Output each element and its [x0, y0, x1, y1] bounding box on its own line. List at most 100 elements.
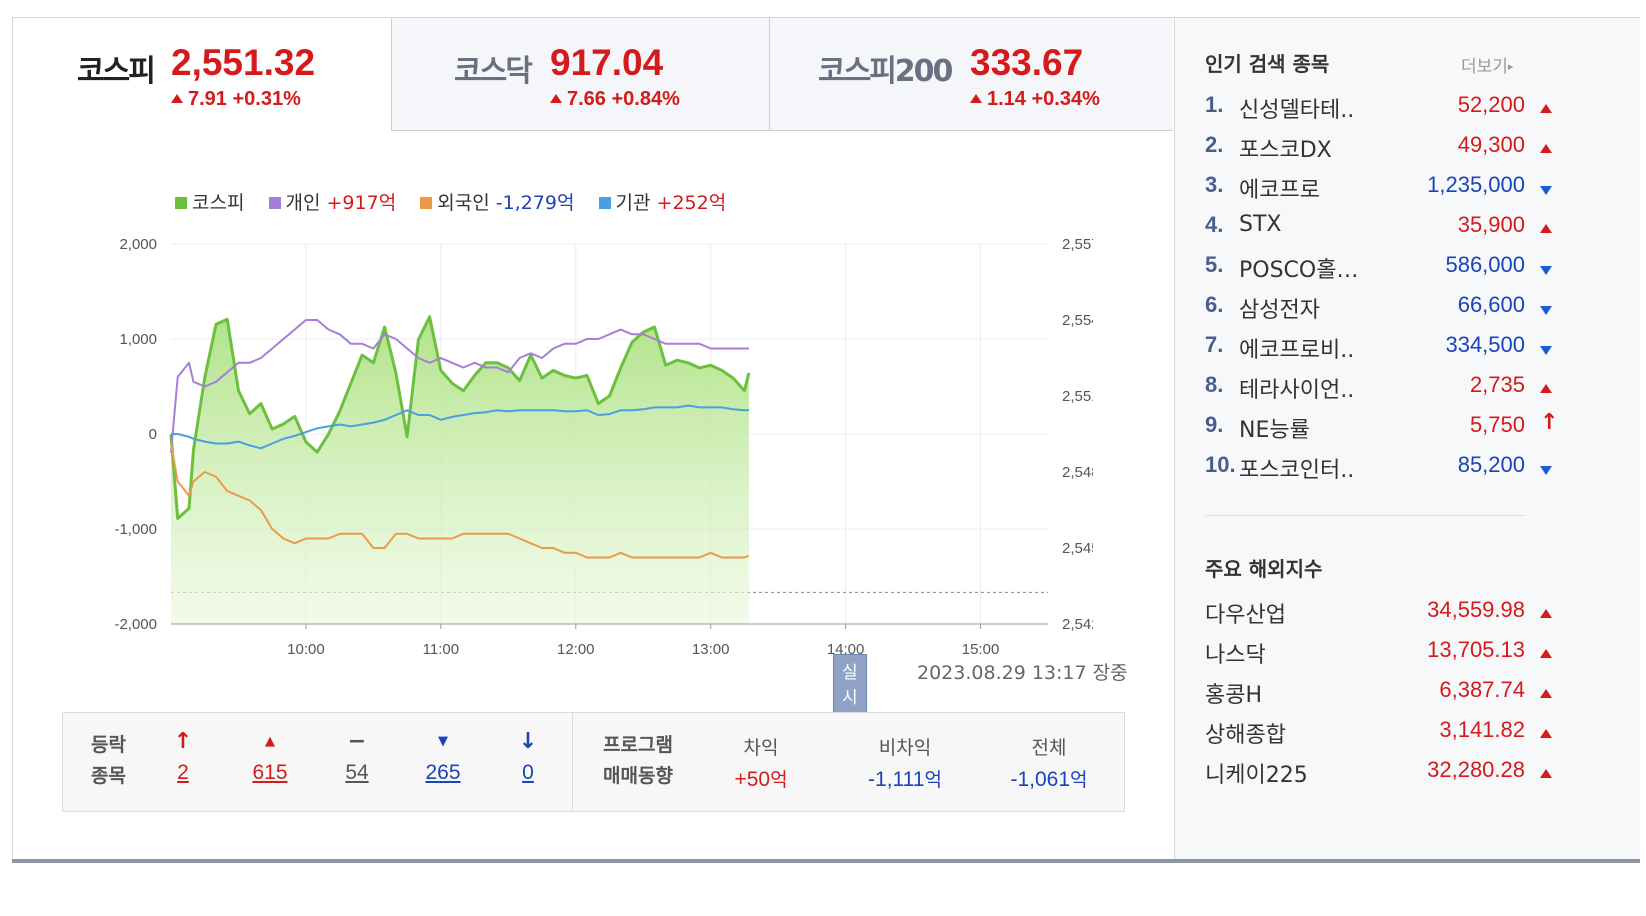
breadth-count[interactable]: 54 [345, 761, 369, 784]
legend-kospi[interactable]: 코스피 [175, 188, 244, 215]
bottom-bar [12, 859, 1640, 863]
stock-price: 334,500 [1445, 332, 1525, 357]
more-link[interactable]: 더보기▸ [1461, 52, 1513, 77]
more-label: 더보기 [1461, 57, 1508, 77]
program-amount: -1,111 [868, 768, 925, 791]
y-left-tick-label: -2,000 [114, 616, 157, 633]
y-left-tick-label: 2,000 [119, 236, 157, 253]
breadth-item[interactable]: ↑ 2 [153, 727, 213, 789]
breadth-item[interactable]: − 54 [327, 727, 387, 789]
breadth-item[interactable]: ▲ 615 [240, 727, 300, 789]
x-tick-label: 12:00 [557, 641, 595, 658]
rank-number: 4. [1205, 212, 1224, 237]
up-triangle-icon [1540, 721, 1552, 746]
realtime-timestamp: 2023.08.29 13:17 장중 [917, 662, 1128, 684]
y-left-tick-label: 1,000 [119, 331, 157, 348]
x-tick-label: 14:00 [827, 641, 865, 658]
up-triangle-icon [1540, 216, 1552, 241]
program-head: 전체 [1031, 737, 1067, 759]
breadth-count[interactable]: 615 [252, 761, 288, 784]
overseas-index-item[interactable]: 니케이225 32,280.28 [1205, 757, 1552, 797]
stock-name: 신성델타테.. [1239, 98, 1355, 123]
program-amount: +50 [734, 768, 771, 791]
program-unit: 억 [1070, 769, 1088, 791]
stock-name: 삼성전자 [1239, 298, 1320, 323]
breadth-item[interactable]: ▼ 265 [413, 727, 473, 789]
market-panel: 코스피 2,551.32 7.91 +0.31% 코스닥 917.04 7.66… [13, 18, 1173, 859]
overseas-title: 주요 해외지수 [1205, 557, 1323, 581]
legend-swatch [175, 197, 187, 209]
rank-number: 10. [1205, 452, 1236, 477]
tab-change-text: 7.91 +0.31% [188, 88, 301, 110]
rank-number: 6. [1205, 292, 1224, 317]
upper-limit-arrow-icon: ↑ [173, 729, 193, 754]
legend-swatch [268, 197, 281, 209]
tab-change: 7.91 +0.31% [171, 88, 301, 111]
stock-price: 52,200 [1457, 92, 1525, 117]
popular-item[interactable]: 9. NE능률 5,750 ↑ [1205, 410, 1558, 452]
index-name: 나스닥 [1205, 643, 1266, 668]
legend-swatch [598, 197, 611, 209]
popular-item[interactable]: 8. 테라사이언.. 2,735 [1205, 372, 1552, 412]
breadth-label-line2: 종목 [91, 765, 126, 787]
breadth-count[interactable]: 0 [522, 761, 534, 784]
overseas-index-item[interactable]: 다우산업 34,559.98 [1205, 597, 1552, 637]
popular-item[interactable]: 2. 포스코DX 49,300 [1205, 132, 1552, 172]
lower-limit-arrow-icon: ↓ [518, 729, 538, 754]
overseas-index-item[interactable]: 상해종합 3,141.82 [1205, 717, 1552, 757]
stock-price: 5,750 [1469, 412, 1525, 437]
index-value: 34,559.98 [1427, 597, 1525, 622]
overseas-index-item[interactable]: 홍콩H 6,387.74 [1205, 677, 1552, 717]
index-value: 32,280.28 [1427, 757, 1525, 782]
legend-individual[interactable]: 개인 +917억 [268, 188, 396, 215]
stock-price: 85,200 [1457, 452, 1525, 477]
legend-value: +252억 [656, 192, 727, 214]
section-divider [1205, 515, 1525, 516]
tab-change-text: 1.14 +0.34% [987, 88, 1100, 110]
popular-item[interactable]: 1. 신성델타테.. 52,200 [1205, 92, 1552, 132]
program-amount: -1,061 [1010, 768, 1071, 791]
chart-legend: 코스피 개인 +917억 외국인 -1,279억 기관 +252억 [175, 188, 744, 215]
up-triangle-icon [550, 94, 562, 103]
breadth-count[interactable]: 2 [177, 761, 189, 784]
tab-kospi200[interactable]: 코스피200 333.67 1.14 +0.34% [769, 18, 1173, 131]
tab-kospi[interactable]: 코스피 2,551.32 7.91 +0.31% [13, 18, 391, 131]
program-label-line2: 매매동향 [603, 765, 673, 787]
up-triangle-icon [1540, 761, 1552, 786]
y-left-tick-label: -1,000 [114, 521, 157, 538]
stock-price: 49,300 [1457, 132, 1525, 157]
y-right-tick-label: 2,548.12 [1062, 464, 1093, 481]
up-triangle-icon [1540, 681, 1552, 706]
overseas-index-item[interactable]: 나스닥 13,705.13 [1205, 637, 1552, 677]
popular-item[interactable]: 3. 에코프로 1,235,000 [1205, 172, 1552, 212]
index-name: 다우산업 [1205, 603, 1286, 628]
popular-item[interactable]: 6. 삼성전자 66,600 [1205, 292, 1552, 332]
stock-name: STX [1239, 212, 1282, 237]
rank-number: 5. [1205, 252, 1224, 277]
tab-name: 코스닥 [454, 54, 533, 89]
popular-item[interactable]: 5. POSCO홀… 586,000 [1205, 252, 1552, 292]
stock-name: 에코프로 [1239, 178, 1320, 203]
legend-foreign[interactable]: 외국인 -1,279억 [420, 188, 574, 215]
breadth-count[interactable]: 265 [425, 761, 461, 784]
legend-label: 외국인 [437, 192, 490, 214]
breadth-item[interactable]: ↓ 0 [498, 727, 558, 789]
tab-kosdaq[interactable]: 코스닥 917.04 7.66 +0.84% [391, 18, 769, 131]
up-triangle-icon [1540, 376, 1552, 401]
up-triangle-icon [171, 94, 183, 103]
popular-item[interactable]: 7. 에코프로비.. 334,500 [1205, 332, 1552, 372]
y-right-tick-label: 2,551.10 [1062, 388, 1093, 405]
index-name: 홍콩H [1205, 683, 1263, 708]
rank-number: 9. [1205, 412, 1224, 437]
tab-value: 2,551.32 [171, 42, 316, 83]
program-value: -1,111억 [835, 765, 975, 792]
x-tick-label: 10:00 [287, 641, 325, 658]
up-triangle-icon [1540, 641, 1552, 666]
x-tick-label: 13:00 [692, 641, 730, 658]
y-right-tick-label: 2,542.17 [1062, 616, 1093, 633]
popular-item[interactable]: 4. STX 35,900 [1205, 212, 1552, 252]
rank-number: 3. [1205, 172, 1224, 197]
rank-number: 2. [1205, 132, 1224, 157]
popular-item[interactable]: 10. 포스코인터.. 85,200 [1205, 452, 1552, 492]
legend-institution[interactable]: 기관 +252억 [598, 188, 727, 215]
